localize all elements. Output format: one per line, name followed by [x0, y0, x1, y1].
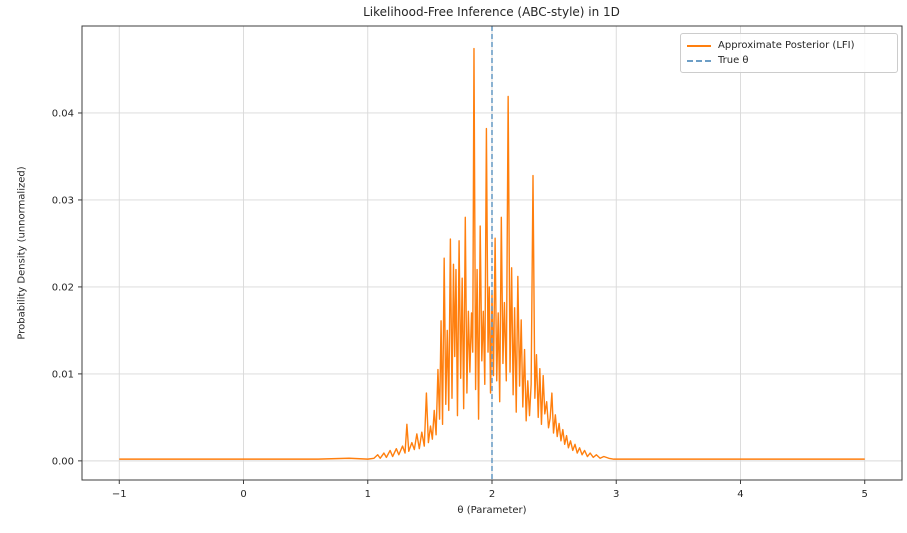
- legend-entry-posterior: Approximate Posterior (LFI): [687, 38, 891, 53]
- tick-labels: −1 0 1 2 3 4 5 0.00 0.01 0.02 0.03 0.04: [52, 108, 868, 500]
- x-tick-label: 4: [737, 489, 743, 500]
- x-tick-label: 5: [862, 489, 868, 500]
- posterior-curve: [119, 47, 865, 460]
- y-axis-label: Probability Density (unnormalized): [16, 166, 28, 340]
- x-tick-label: 2: [489, 489, 495, 500]
- y-tick-label: 0.00: [52, 456, 74, 467]
- legend: Approximate Posterior (LFI) True θ: [680, 33, 898, 73]
- x-axis-label: θ (Parameter): [457, 505, 527, 516]
- y-tick-label: 0.03: [52, 195, 74, 206]
- legend-entry-true-theta: True θ: [687, 53, 891, 68]
- chart-title: Likelihood-Free Inference (ABC-style) in…: [0, 5, 907, 19]
- legend-label-true-theta: True θ: [718, 54, 749, 66]
- data-series: [119, 26, 865, 480]
- x-tick-label: 0: [240, 489, 246, 500]
- y-tick-label: 0.02: [52, 282, 74, 293]
- legend-line-sample-true-theta: [687, 59, 711, 62]
- axes: [78, 25, 903, 484]
- legend-label-posterior: Approximate Posterior (LFI): [718, 39, 855, 51]
- y-tick-label: 0.01: [52, 369, 74, 380]
- legend-line-sample-posterior: [687, 44, 711, 47]
- y-tick-label: 0.04: [52, 108, 74, 119]
- x-tick-label: 1: [365, 489, 371, 500]
- chart-title-text: Likelihood-Free Inference (ABC-style) in…: [363, 5, 620, 19]
- x-tick-label: −1: [112, 489, 127, 500]
- x-tick-label: 3: [613, 489, 619, 500]
